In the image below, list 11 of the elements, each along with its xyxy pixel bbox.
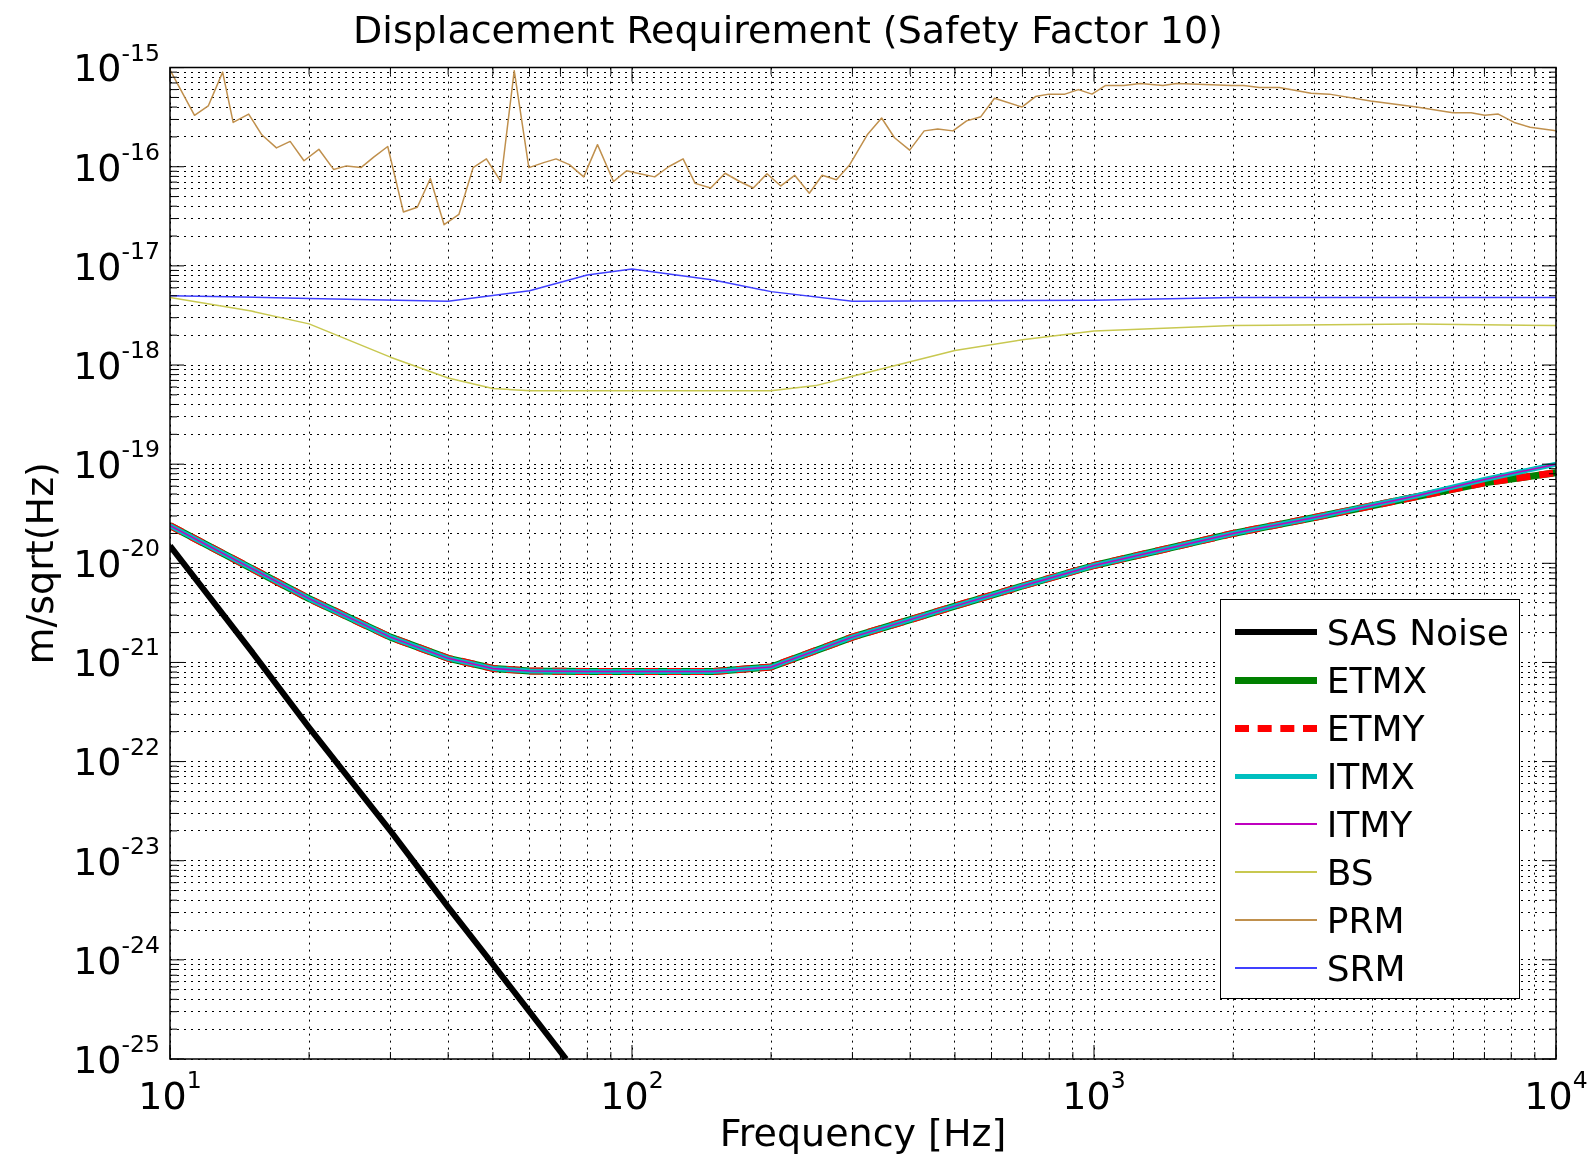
x-axis-title: Frequency [Hz] bbox=[719, 1111, 1007, 1156]
y-axis-title: m/sqrt(Hz) bbox=[17, 462, 62, 665]
legend-label: BS bbox=[1326, 851, 1374, 893]
chart-title: Displacement Requirement (Safety Factor 10) bbox=[353, 7, 1223, 52]
legend-label: ITMY bbox=[1326, 803, 1413, 845]
legend-label: ITMX bbox=[1326, 755, 1416, 797]
legend-label: SRM bbox=[1326, 947, 1406, 989]
legend-label: ETMX bbox=[1326, 659, 1428, 701]
legend-label: PRM bbox=[1326, 899, 1405, 941]
legend-label: SAS Noise bbox=[1326, 611, 1509, 653]
legend-label: ETMY bbox=[1326, 707, 1425, 749]
